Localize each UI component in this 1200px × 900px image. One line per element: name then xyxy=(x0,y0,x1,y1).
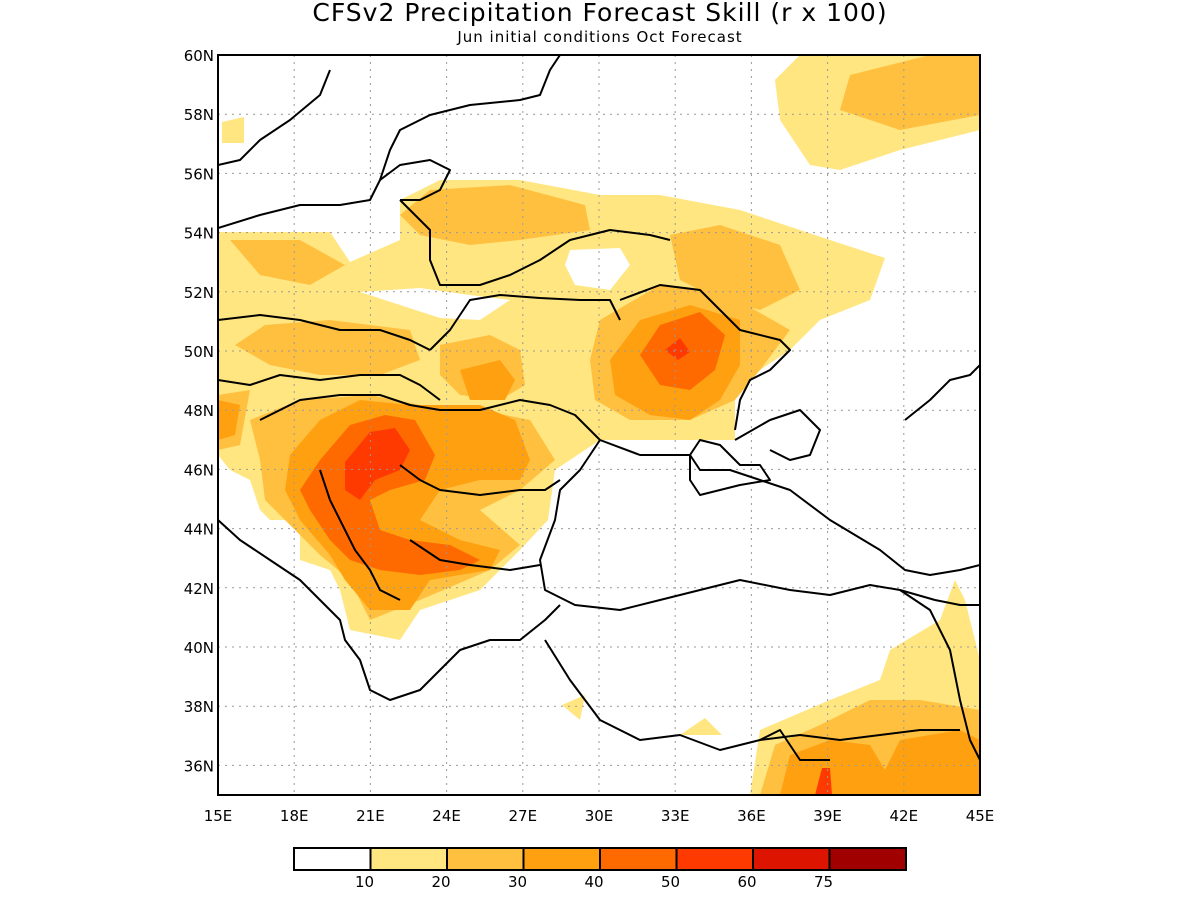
colorbar-label: 50 xyxy=(661,873,680,891)
lat-tick-label: 50N xyxy=(184,343,214,361)
lon-tick-label: 45E xyxy=(966,807,995,825)
skill-region-cyprus-speck xyxy=(680,718,722,735)
skill-region-northwest-speck xyxy=(222,117,244,143)
skill-region-north-russia-inner xyxy=(840,55,980,130)
skill-region-germany xyxy=(235,320,420,375)
colorbar-swatch xyxy=(828,847,907,871)
skill-region-anatolia-max xyxy=(815,768,832,795)
colorbar-label: 60 xyxy=(737,873,756,891)
lon-tick-label: 21E xyxy=(356,807,385,825)
border-austria-hungary xyxy=(218,374,441,401)
skill-region-ukraine-max xyxy=(665,338,690,360)
lon-tick-label: 36E xyxy=(737,807,766,825)
border-bulgaria xyxy=(409,539,541,571)
colorbar-swatch xyxy=(369,847,448,871)
azov-coast xyxy=(734,409,821,461)
lat-tick-label: 54N xyxy=(184,225,214,243)
border-romania-south xyxy=(399,464,561,496)
lon-tick-label: 27E xyxy=(509,807,538,825)
lon-tick-label: 42E xyxy=(890,807,919,825)
skill-region-carpathian-core xyxy=(460,360,515,400)
caspian-coast xyxy=(904,364,980,421)
turkey-south-coast xyxy=(544,639,830,761)
lat-tick-label: 38N xyxy=(184,698,214,716)
map-frame xyxy=(217,54,981,796)
colorbar-label: 30 xyxy=(508,873,527,891)
lat-tick-label: 48N xyxy=(184,402,214,420)
skill-shading xyxy=(218,55,980,795)
border-turkey-syria xyxy=(759,729,960,741)
map-title: CFSv2 Precipitation Forecast Skill (r x … xyxy=(312,0,888,27)
skill-region-serbia-max xyxy=(345,428,410,500)
skill-region-baltic xyxy=(400,185,590,245)
colorbar-label: 40 xyxy=(584,873,603,891)
skill-region-poland-west xyxy=(230,240,345,285)
lon-tick-label: 39E xyxy=(813,807,842,825)
lat-tick-label: 42N xyxy=(184,580,214,598)
lat-tick-label: 56N xyxy=(184,165,214,183)
border-serbia xyxy=(319,469,401,601)
colorbar-label: 20 xyxy=(431,873,450,891)
map-subtitle: Jun initial conditions Oct Forecast xyxy=(457,28,743,46)
lat-tick-label: 52N xyxy=(184,284,214,302)
colorbar-swatch xyxy=(675,847,754,871)
lat-tick-label: 60N xyxy=(184,47,214,65)
border-turkey-east xyxy=(899,589,980,761)
colorbar-swatch xyxy=(599,847,678,871)
coastlines-borders xyxy=(218,55,980,761)
lat-tick-label: 44N xyxy=(184,521,214,539)
skill-gap-poland xyxy=(360,288,510,320)
longitude-tick-labels: 15E 18E 21E 24E 27E 30E 33E 36E 39E 42E 45E xyxy=(204,807,995,825)
skill-gap-belarus xyxy=(565,248,630,290)
border-baltic-belarus xyxy=(399,199,671,286)
border-hungary-romania xyxy=(259,394,601,441)
lat-tick-label: 40N xyxy=(184,639,214,657)
latitude-tick-labels: 60N 58N 56N 54N 52N 50N 48N 46N 44N 42N 40N 38N 36N xyxy=(184,47,214,775)
lat-tick-label: 36N xyxy=(184,757,214,775)
lat-tick-label: 46N xyxy=(184,461,214,479)
gulf-of-riga xyxy=(379,159,451,201)
lon-tick-label: 33E xyxy=(661,807,690,825)
colorbar-label: 75 xyxy=(814,873,833,891)
colorbar-swatch xyxy=(293,847,372,871)
border-germany-poland xyxy=(218,314,431,351)
border-poland-ukraine xyxy=(429,294,621,351)
lon-tick-label: 24E xyxy=(432,807,461,825)
lon-tick-label: 15E xyxy=(204,807,233,825)
colorbar-swatch xyxy=(752,847,831,871)
skill-region-serbia xyxy=(300,415,480,575)
colorbar-label: 10 xyxy=(355,873,374,891)
colorbar-legend: 10 20 30 40 50 60 75 xyxy=(293,847,907,891)
colorbar-swatch xyxy=(522,847,601,871)
lon-tick-label: 18E xyxy=(280,807,309,825)
lon-tick-label: 30E xyxy=(585,807,614,825)
gridlines xyxy=(218,55,980,795)
skill-gap-adriatic xyxy=(260,520,300,560)
colorbar-swatch xyxy=(446,847,525,871)
skill-region-aegean-speck xyxy=(562,695,585,720)
border-russia-ukraine xyxy=(619,284,791,431)
lat-tick-label: 58N xyxy=(184,106,214,124)
skill-region-austria-core xyxy=(218,400,240,440)
crimea-coast xyxy=(689,439,771,496)
baltic-coast xyxy=(218,55,561,229)
balkan-coast xyxy=(218,519,561,701)
